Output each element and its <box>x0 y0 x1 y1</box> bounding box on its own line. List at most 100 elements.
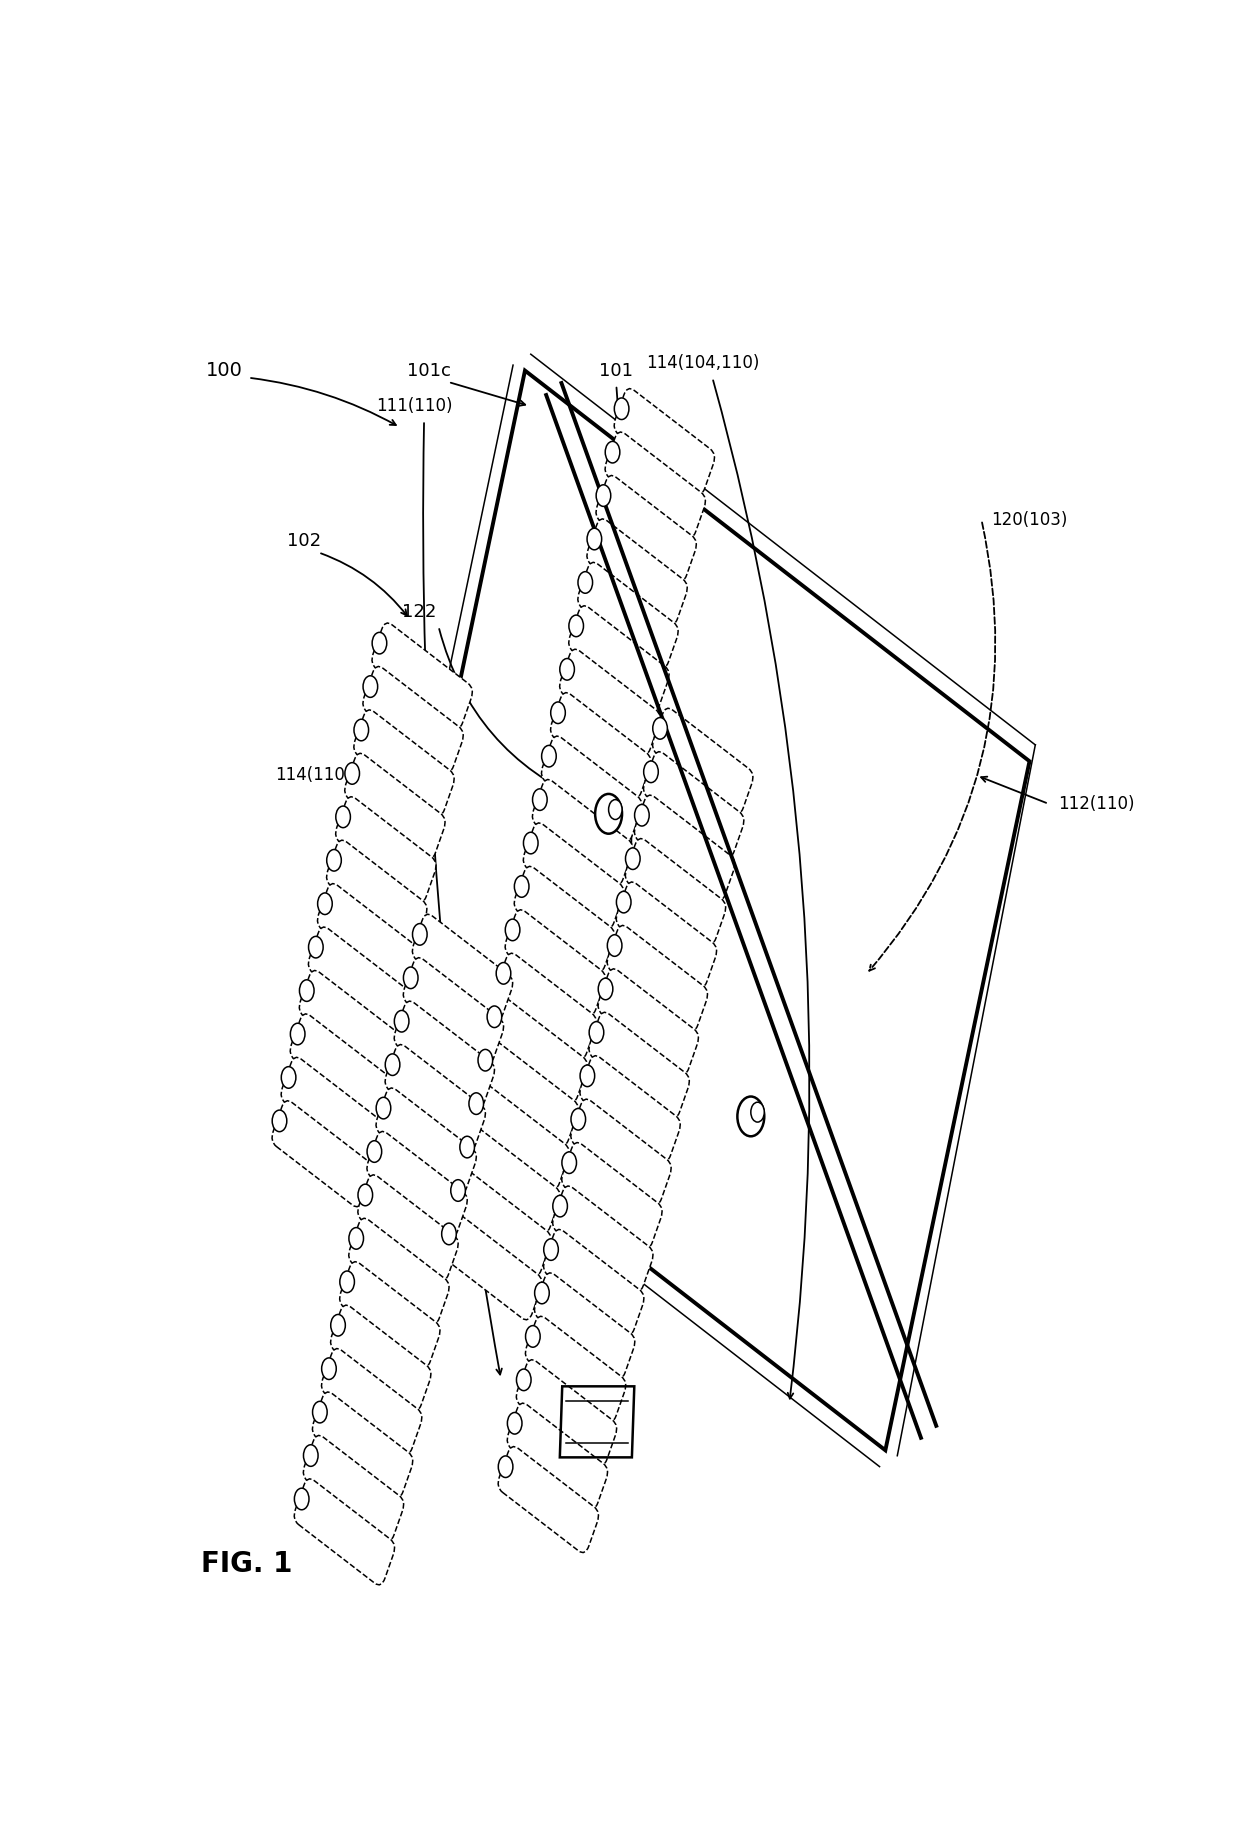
FancyBboxPatch shape <box>598 969 698 1076</box>
Circle shape <box>507 1413 522 1434</box>
FancyBboxPatch shape <box>358 1175 459 1280</box>
Text: 122: 122 <box>402 603 436 622</box>
FancyBboxPatch shape <box>551 692 651 799</box>
FancyBboxPatch shape <box>336 797 436 902</box>
FancyBboxPatch shape <box>570 1100 671 1205</box>
FancyBboxPatch shape <box>526 1315 626 1422</box>
Circle shape <box>532 790 547 810</box>
FancyBboxPatch shape <box>450 1170 551 1277</box>
Circle shape <box>326 849 341 871</box>
FancyBboxPatch shape <box>587 518 687 625</box>
FancyBboxPatch shape <box>386 1044 485 1151</box>
Circle shape <box>358 1184 372 1207</box>
FancyBboxPatch shape <box>534 1273 635 1378</box>
FancyBboxPatch shape <box>596 476 697 581</box>
Circle shape <box>309 937 324 958</box>
Circle shape <box>353 720 368 742</box>
Circle shape <box>460 1137 475 1159</box>
FancyBboxPatch shape <box>326 839 427 946</box>
Circle shape <box>614 399 629 419</box>
FancyBboxPatch shape <box>553 1186 653 1292</box>
Circle shape <box>299 980 314 1002</box>
Circle shape <box>580 1065 595 1087</box>
FancyBboxPatch shape <box>616 882 717 987</box>
Text: 112(110): 112(110) <box>1058 795 1135 814</box>
Circle shape <box>403 967 418 989</box>
FancyBboxPatch shape <box>542 736 642 841</box>
Circle shape <box>304 1445 319 1467</box>
FancyBboxPatch shape <box>272 1101 372 1207</box>
Circle shape <box>376 1098 391 1118</box>
Circle shape <box>505 919 520 941</box>
Text: FIG. 1: FIG. 1 <box>201 1550 291 1577</box>
FancyBboxPatch shape <box>507 1402 608 1509</box>
FancyBboxPatch shape <box>652 708 753 814</box>
Text: 111(110): 111(110) <box>376 397 453 415</box>
Circle shape <box>321 1358 336 1380</box>
FancyBboxPatch shape <box>331 1304 432 1411</box>
Text: 120(103): 120(103) <box>991 511 1068 530</box>
Circle shape <box>312 1402 327 1422</box>
Text: 114(110): 114(110) <box>275 766 351 784</box>
Circle shape <box>498 1456 513 1478</box>
FancyBboxPatch shape <box>363 666 464 773</box>
FancyBboxPatch shape <box>345 753 445 860</box>
FancyBboxPatch shape <box>376 1089 476 1194</box>
FancyBboxPatch shape <box>394 1002 495 1107</box>
Circle shape <box>479 1050 492 1070</box>
Circle shape <box>273 1111 286 1131</box>
Circle shape <box>534 1282 549 1304</box>
FancyBboxPatch shape <box>460 1127 560 1232</box>
FancyBboxPatch shape <box>403 958 503 1065</box>
Circle shape <box>367 1140 382 1162</box>
Circle shape <box>652 718 667 740</box>
Circle shape <box>578 572 593 594</box>
Circle shape <box>605 441 620 463</box>
Circle shape <box>451 1179 465 1201</box>
Circle shape <box>394 1011 409 1031</box>
FancyBboxPatch shape <box>487 996 588 1103</box>
Circle shape <box>496 963 511 983</box>
Circle shape <box>644 760 658 782</box>
Circle shape <box>598 978 613 1000</box>
Circle shape <box>569 614 584 637</box>
Circle shape <box>487 1006 502 1028</box>
Circle shape <box>526 1325 541 1347</box>
FancyBboxPatch shape <box>578 563 678 668</box>
FancyBboxPatch shape <box>294 1480 394 1585</box>
FancyBboxPatch shape <box>441 1214 542 1319</box>
Text: 101: 101 <box>599 362 634 380</box>
Circle shape <box>363 675 378 697</box>
FancyBboxPatch shape <box>498 1446 599 1553</box>
FancyBboxPatch shape <box>608 926 708 1031</box>
FancyBboxPatch shape <box>515 867 615 972</box>
Circle shape <box>616 891 631 913</box>
FancyBboxPatch shape <box>317 884 418 989</box>
FancyBboxPatch shape <box>625 838 725 945</box>
FancyBboxPatch shape <box>605 432 706 539</box>
Circle shape <box>331 1314 345 1336</box>
FancyBboxPatch shape <box>469 1083 569 1190</box>
Circle shape <box>587 528 601 550</box>
Circle shape <box>317 893 332 915</box>
Circle shape <box>738 1096 764 1137</box>
FancyBboxPatch shape <box>353 710 454 815</box>
FancyBboxPatch shape <box>340 1262 440 1367</box>
Circle shape <box>625 849 640 869</box>
Circle shape <box>595 793 622 834</box>
Circle shape <box>469 1092 484 1114</box>
FancyBboxPatch shape <box>281 1057 382 1164</box>
FancyBboxPatch shape <box>290 1015 391 1120</box>
Circle shape <box>386 1053 399 1076</box>
Circle shape <box>515 876 529 897</box>
Circle shape <box>294 1489 309 1509</box>
FancyBboxPatch shape <box>372 624 472 729</box>
Circle shape <box>340 1271 355 1293</box>
FancyBboxPatch shape <box>532 779 632 886</box>
Circle shape <box>570 1109 585 1129</box>
Circle shape <box>372 633 387 653</box>
Text: 100: 100 <box>206 362 243 380</box>
Circle shape <box>523 832 538 854</box>
FancyBboxPatch shape <box>477 1041 578 1146</box>
Circle shape <box>281 1066 296 1089</box>
